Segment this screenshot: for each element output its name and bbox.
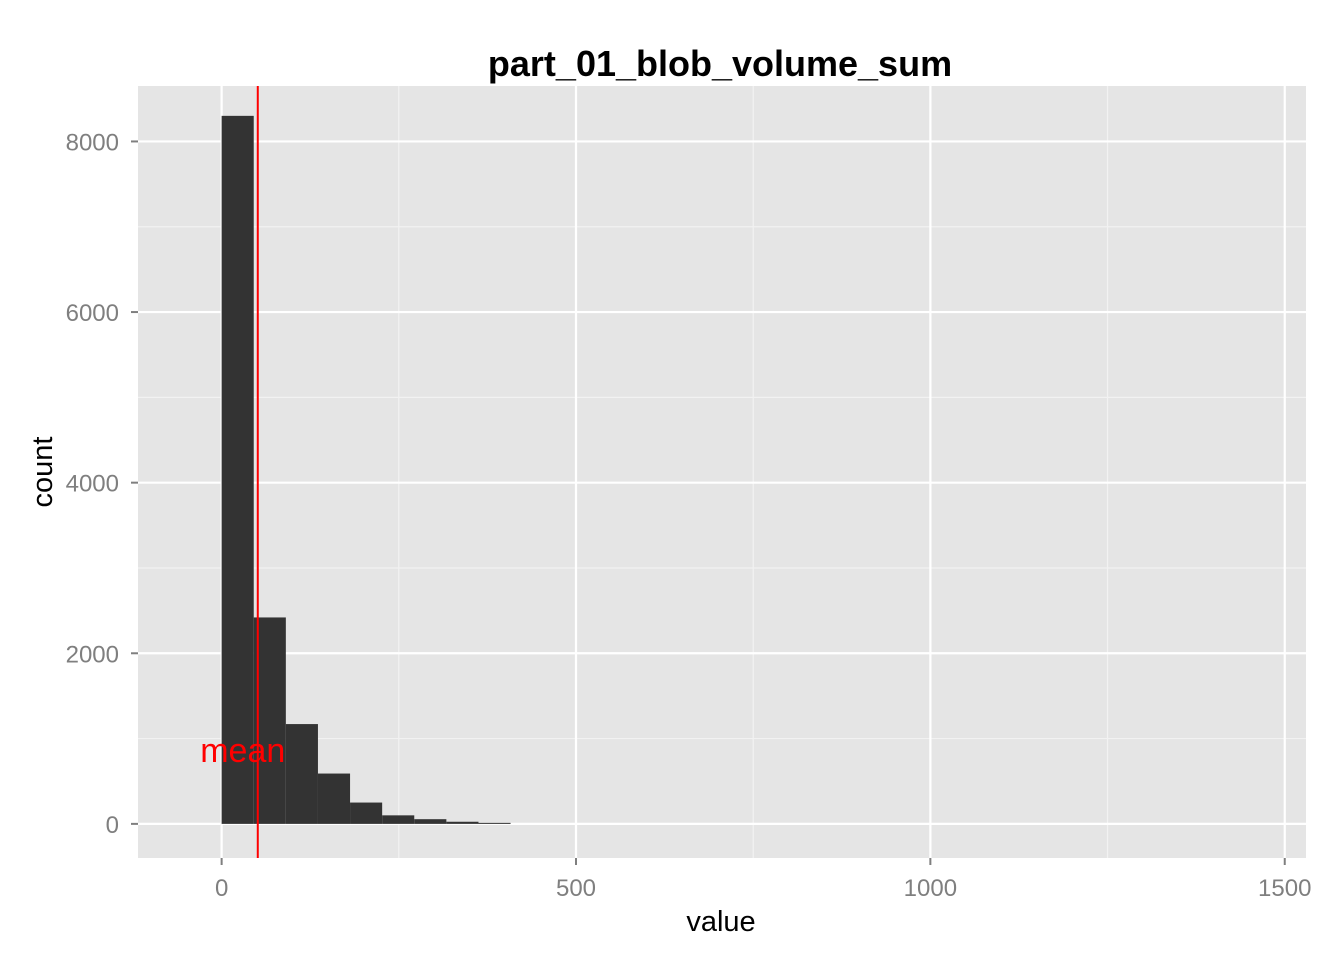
x-tick-label: 1000: [904, 875, 957, 902]
histogram-bar: [253, 617, 286, 824]
y-tick-label: 6000: [66, 300, 119, 327]
y-tick-label: 2000: [66, 641, 119, 668]
x-tick-labels: 0 500 1000 1500: [215, 875, 1311, 902]
x-tick-label: 1500: [1258, 875, 1311, 902]
x-tick-label: 500: [556, 875, 596, 902]
minor-gridlines: [138, 86, 1306, 858]
histogram-bar: [350, 802, 383, 824]
histogram-bar: [382, 815, 415, 824]
y-tick-label: 8000: [66, 129, 119, 156]
x-axis-title: value: [686, 906, 755, 938]
histogram-bar: [414, 819, 447, 824]
mean-marker: mean: [200, 86, 285, 858]
histogram-bar: [446, 821, 479, 824]
histogram-bar: [478, 822, 511, 824]
y-axis-title: count: [27, 437, 59, 508]
x-tick-label: 0: [215, 875, 228, 902]
y-tick-labels: 0 2000 4000 6000 8000: [66, 129, 119, 838]
histogram-bar: [317, 773, 351, 824]
y-tick-label: 4000: [66, 471, 119, 498]
y-tick-label: 0: [106, 812, 119, 839]
histogram-bar: [285, 724, 318, 824]
mean-label: mean: [200, 732, 285, 770]
histogram-bar: [221, 115, 254, 824]
axis-ticks: [131, 140, 1286, 865]
chart-title: part_01_blob_volume_sum: [488, 43, 952, 84]
histogram-bars: [221, 115, 511, 824]
plot-panel: [138, 86, 1306, 858]
